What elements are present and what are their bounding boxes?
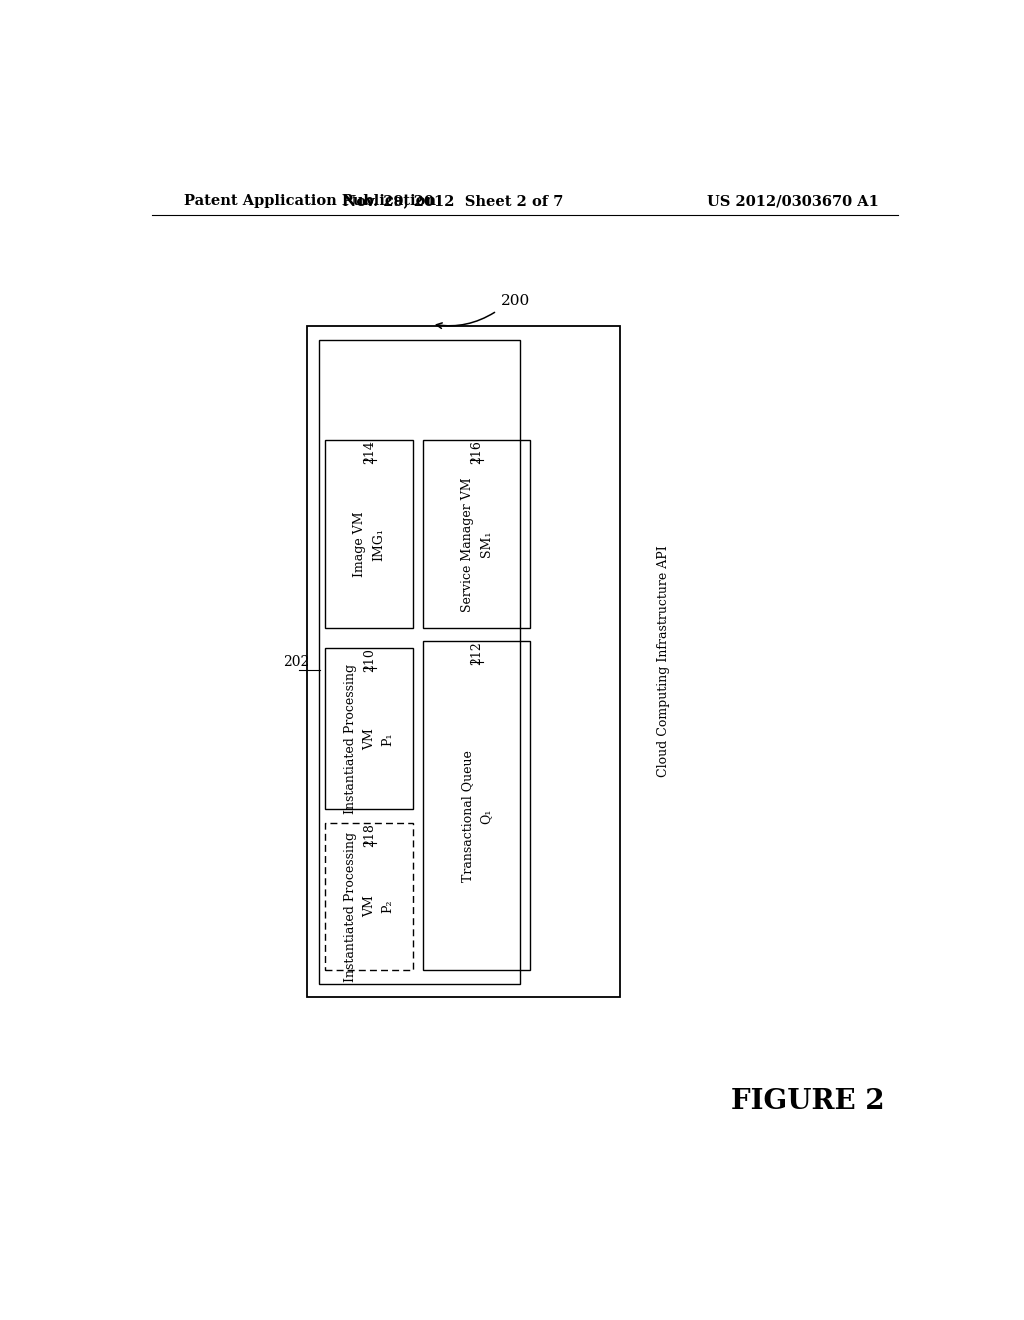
Text: Transactional Queue
Q₁: Transactional Queue Q₁ <box>461 750 493 882</box>
Bar <box>325 822 414 970</box>
Text: Image VM
IMG₁: Image VM IMG₁ <box>353 511 385 577</box>
Bar <box>325 648 414 809</box>
Text: FIGURE 2: FIGURE 2 <box>731 1088 885 1115</box>
Text: Nov. 29, 2012  Sheet 2 of 7: Nov. 29, 2012 Sheet 2 of 7 <box>343 194 563 209</box>
Text: 202: 202 <box>284 655 309 668</box>
Text: Instantiated Processing
VM
P₁: Instantiated Processing VM P₁ <box>344 664 395 814</box>
Text: 218: 218 <box>362 822 376 846</box>
Text: Cloud Computing Infrastructure API: Cloud Computing Infrastructure API <box>657 545 670 777</box>
Bar <box>423 642 530 970</box>
Bar <box>325 440 414 628</box>
Bar <box>306 326 621 997</box>
Text: 210: 210 <box>362 648 376 672</box>
Text: Patent Application Publication: Patent Application Publication <box>183 194 435 209</box>
Text: Service Manager VM
SM₁: Service Manager VM SM₁ <box>461 477 493 611</box>
Text: 212: 212 <box>470 642 483 665</box>
Text: Instantiated Processing
VM
P₂: Instantiated Processing VM P₂ <box>344 832 395 982</box>
Text: 216: 216 <box>470 441 483 465</box>
Text: 214: 214 <box>362 441 376 465</box>
Bar <box>423 440 530 628</box>
Text: 200: 200 <box>501 294 530 308</box>
Bar <box>319 339 520 983</box>
Text: US 2012/0303670 A1: US 2012/0303670 A1 <box>708 194 880 209</box>
